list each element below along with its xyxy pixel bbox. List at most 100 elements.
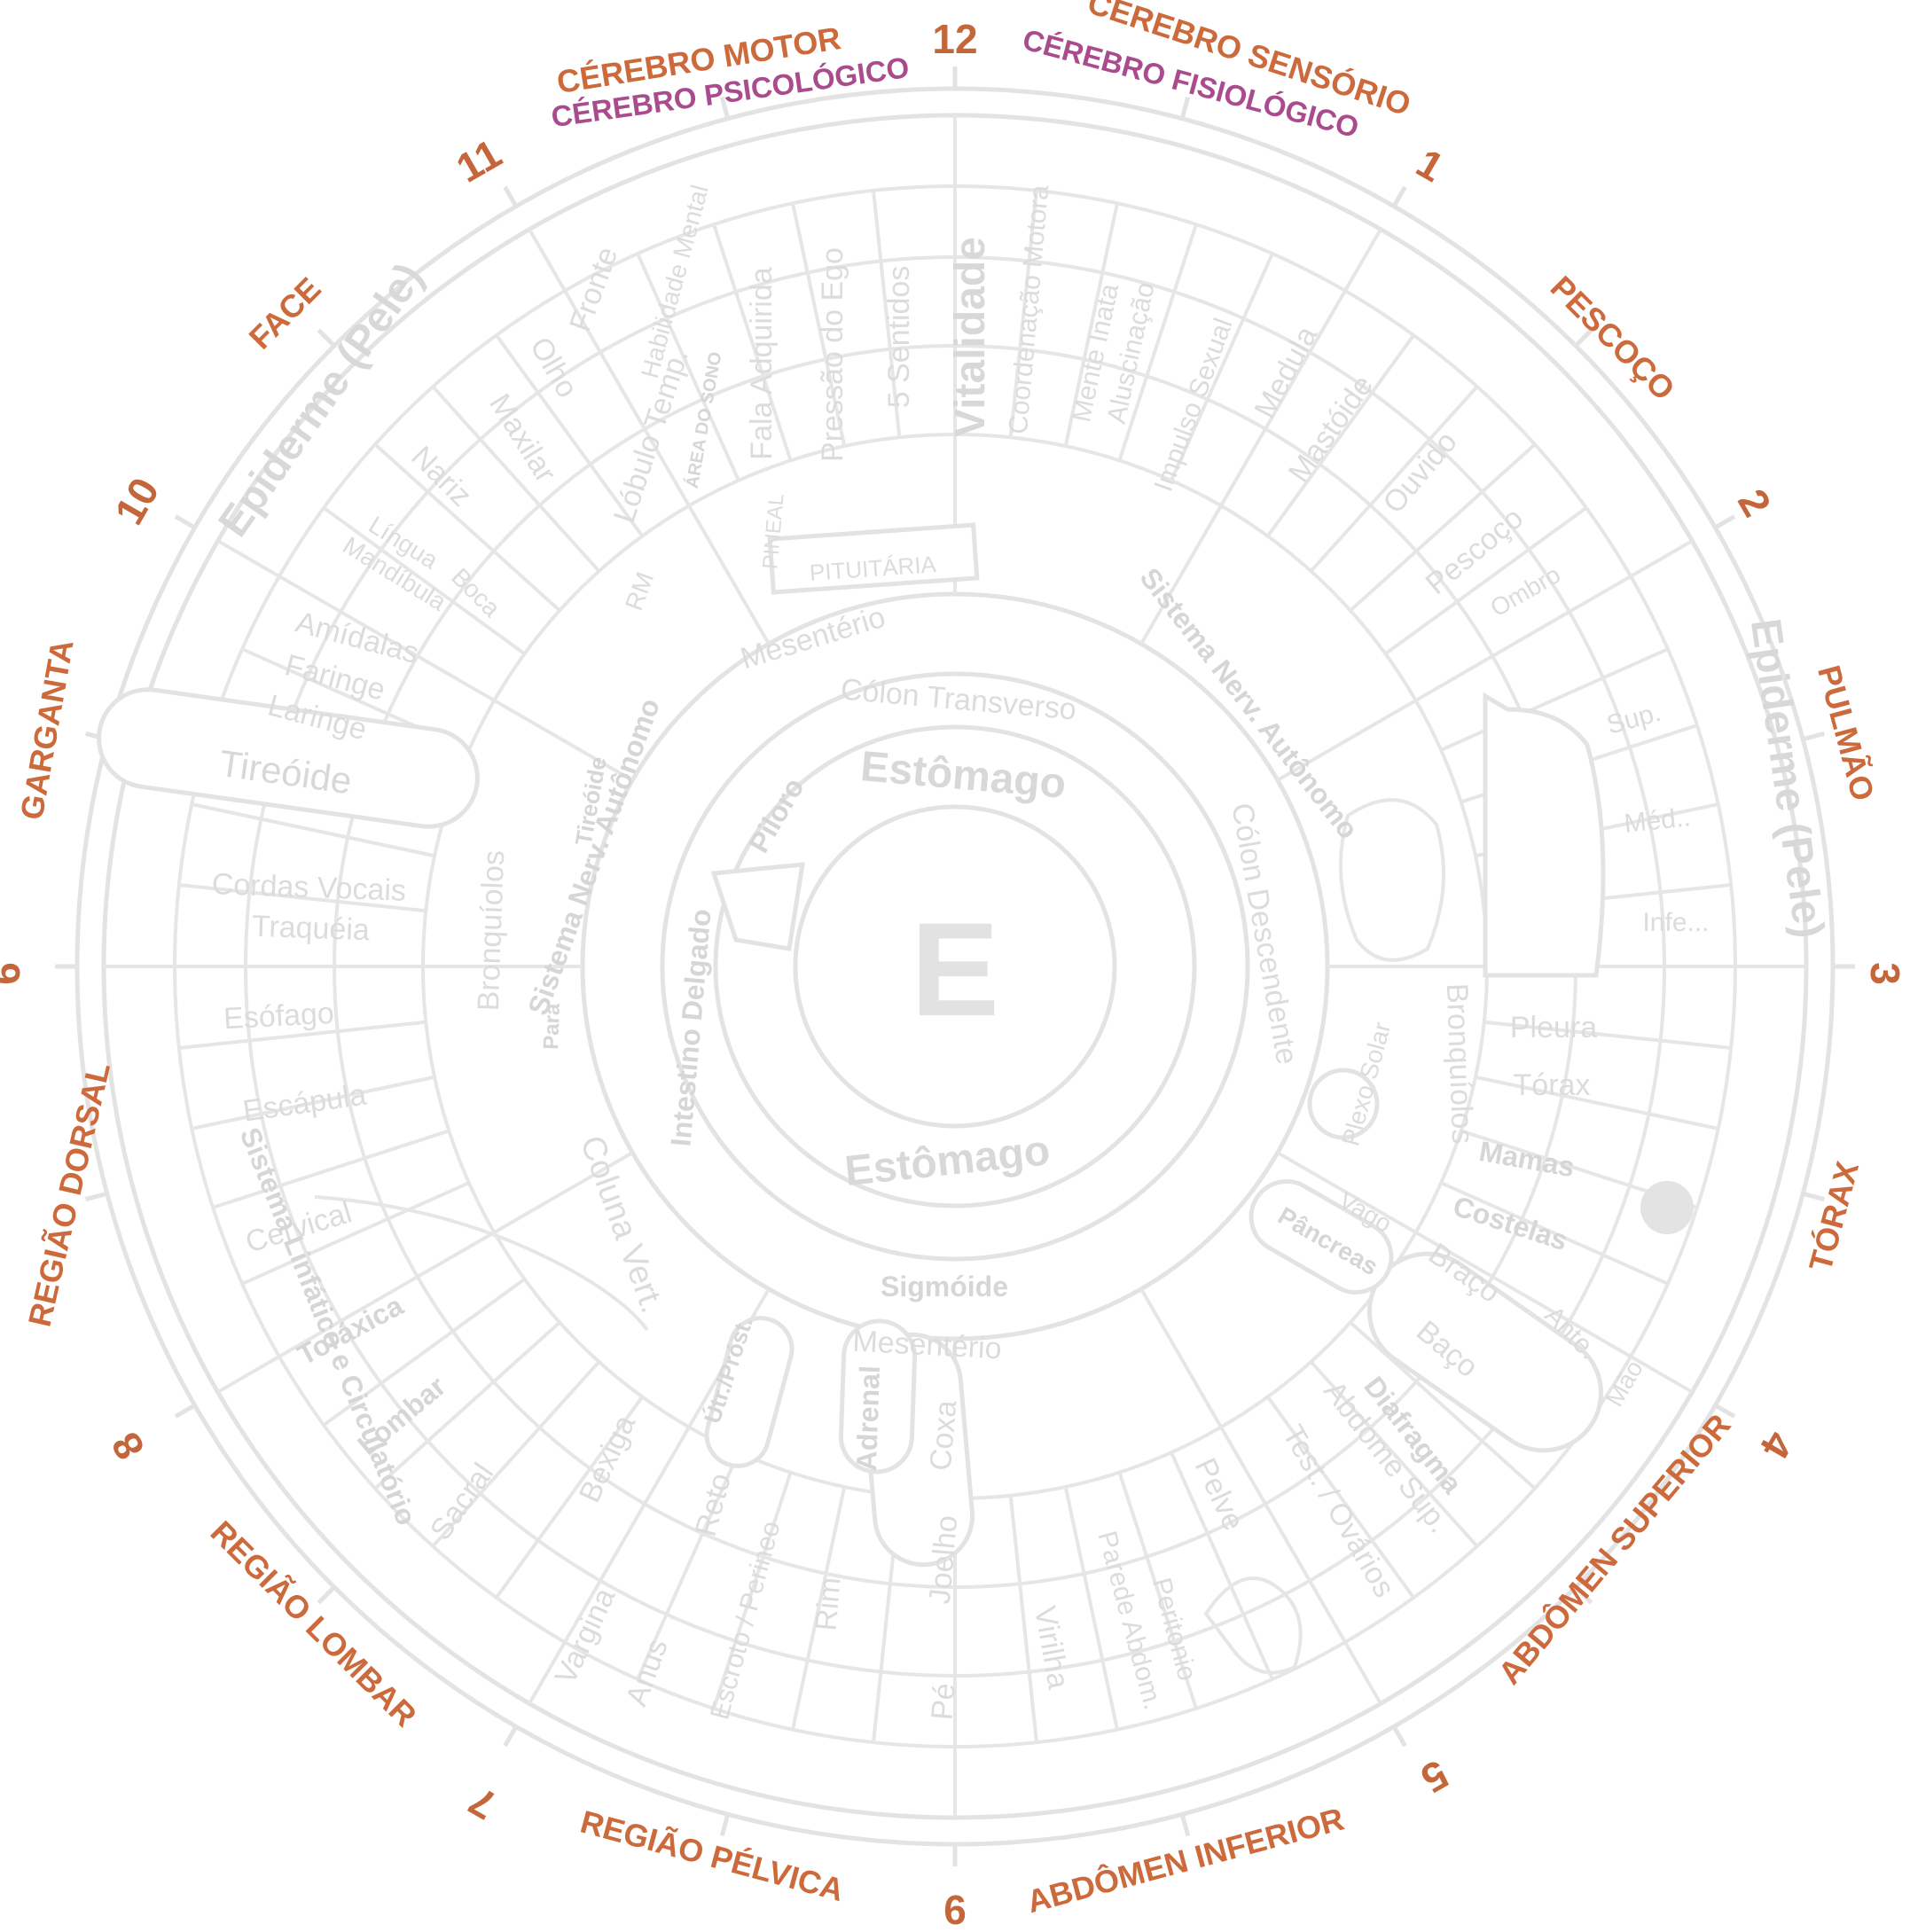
zone-pressao-ego: Pressão do Ego xyxy=(816,247,849,462)
zone-fala-adquirida: Fala Adquirida xyxy=(745,267,779,459)
clock-tick xyxy=(174,1403,196,1419)
clock-tick xyxy=(1574,328,1593,348)
zone-torax: Tórax xyxy=(1514,1068,1591,1102)
zone-anus: Anus xyxy=(620,1634,675,1710)
zone-fronte: Fronte xyxy=(563,243,624,336)
sector-spoke xyxy=(216,539,634,782)
clock-tick xyxy=(719,96,731,120)
sector-spoke xyxy=(1384,506,1588,655)
colon-descendente: Cólon Descendente xyxy=(1225,801,1303,1068)
clock-tick xyxy=(1179,1813,1191,1837)
clock-tick xyxy=(1179,96,1191,120)
zone-vargina: Vargina xyxy=(549,1583,622,1689)
zone-joelho: Joelho xyxy=(923,1514,965,1605)
sector-spoke xyxy=(1276,1151,1694,1394)
sector-spoke xyxy=(373,1320,561,1490)
sector-spoke xyxy=(636,253,740,481)
sector-spoke xyxy=(1117,1472,1198,1709)
lung-outline xyxy=(1483,692,1606,978)
clock-6-left: 6 xyxy=(0,962,28,985)
sector-spoke xyxy=(712,223,793,461)
sigmoide: Sigmóide xyxy=(881,1271,1008,1302)
sector-spoke xyxy=(791,202,847,447)
chart-structure xyxy=(55,66,1855,1866)
zone-reto: Reto xyxy=(689,1470,738,1540)
sector-spoke xyxy=(1483,1020,1732,1050)
sector-spoke xyxy=(191,1075,435,1130)
zone-ombro: Ombro xyxy=(1485,560,1565,622)
clock-8: 8 xyxy=(102,1425,153,1467)
clock-tick xyxy=(1714,1403,1736,1419)
label-face: FACE xyxy=(242,270,328,356)
mesenterio-bottom: Mesentério xyxy=(852,1325,1003,1366)
mesenterio-top: Mesentério xyxy=(737,600,889,677)
sector-spoke xyxy=(1139,1287,1382,1705)
sector-spoke xyxy=(636,1451,740,1680)
zone-vitalidade: Vitalidade xyxy=(947,237,994,437)
sector-spoke xyxy=(1008,1495,1038,1743)
sector-spoke xyxy=(1063,202,1119,447)
sector-spoke xyxy=(495,333,644,537)
sector-spoke xyxy=(1139,228,1382,645)
label-regiao-lombar: REGIÃO LOMBAR xyxy=(204,1513,425,1733)
sector-spoke xyxy=(1475,1075,1719,1130)
zone-adrenal: Adrenal xyxy=(850,1365,886,1471)
estomago-bottom: Estômago xyxy=(842,1127,1052,1195)
solar-plexus-circle xyxy=(1307,1068,1380,1140)
clock-tick xyxy=(1714,514,1736,530)
sector-spoke xyxy=(495,1396,644,1600)
sector-spoke xyxy=(212,1129,450,1209)
sector-spoke xyxy=(1063,1486,1119,1731)
stomach-ring xyxy=(713,724,1197,1208)
pylorus-shape xyxy=(710,862,805,951)
clock-tick xyxy=(1802,1191,1826,1202)
zone-esofago: Esófago xyxy=(223,997,335,1036)
zone-coxa: Coxa xyxy=(924,1399,964,1472)
thyroid-shape xyxy=(97,687,480,829)
sector-spoke xyxy=(712,1472,793,1709)
sistema-nerv-autonomo-left: Sistema Nerv. Autônomo xyxy=(521,694,666,1020)
zone-cordas-vocais: Cordas Vocais xyxy=(211,867,406,908)
sector-spoke xyxy=(178,1020,427,1050)
clock-tick xyxy=(503,1725,519,1748)
clock-tick xyxy=(84,1191,108,1202)
clock-2: 2 xyxy=(1729,481,1781,524)
zone-para: Para xyxy=(539,1003,565,1051)
estomago-top: Estômago xyxy=(858,743,1068,808)
label-garganta: GARGANTA xyxy=(13,637,81,822)
pupil-ring xyxy=(793,804,1117,1129)
zone-parede-abdom: Parede Abdom. xyxy=(1092,1528,1167,1712)
clock-tick xyxy=(174,514,196,530)
zone-infe: Infe... xyxy=(1642,908,1709,937)
clock-tick xyxy=(719,1813,731,1837)
zone-bronquiolos-right: Bronquíolos xyxy=(1440,982,1479,1145)
zone-5-sentidos: 5 Sentidos xyxy=(882,266,916,409)
clock-7: 7 xyxy=(461,1778,504,1829)
label-regiao-pelvica: REGIÃO PÉLVICA xyxy=(576,1803,848,1909)
piloro: Piloro xyxy=(742,772,810,858)
zone-bexiga: Bexiga xyxy=(573,1410,642,1507)
intestino-delgado: Intestino Delgado xyxy=(664,908,716,1148)
zone-rim: Rim xyxy=(809,1576,847,1632)
zone-medula: Medula xyxy=(1248,321,1324,424)
spine-outline xyxy=(314,1195,649,1332)
clock-tick xyxy=(317,328,336,348)
autonomic-ring-inner xyxy=(660,671,1250,1262)
sector-spoke xyxy=(1440,1181,1669,1286)
uterus-prostate-shape xyxy=(704,1316,795,1468)
sector-spoke xyxy=(431,385,601,573)
sector-spoke xyxy=(431,1360,601,1548)
sector-spoke xyxy=(1309,1360,1479,1548)
zone-med: Méd.. xyxy=(1623,802,1692,839)
center-letter: E xyxy=(911,895,999,1044)
sector-spoke xyxy=(1170,1451,1274,1680)
zone-traqueia: Traquéia xyxy=(251,910,370,948)
clock-11: 11 xyxy=(449,129,509,191)
sector-spoke xyxy=(322,506,526,655)
sector-spoke xyxy=(1349,442,1537,613)
zone-escapula: Escápula xyxy=(241,1078,369,1129)
zone-coordenacao-motora: Coordenação Motora xyxy=(1004,184,1054,435)
sector-spoke xyxy=(791,1486,847,1731)
clock-4: 4 xyxy=(1751,1424,1803,1467)
clock-6-bottom: 6 xyxy=(943,1887,967,1932)
